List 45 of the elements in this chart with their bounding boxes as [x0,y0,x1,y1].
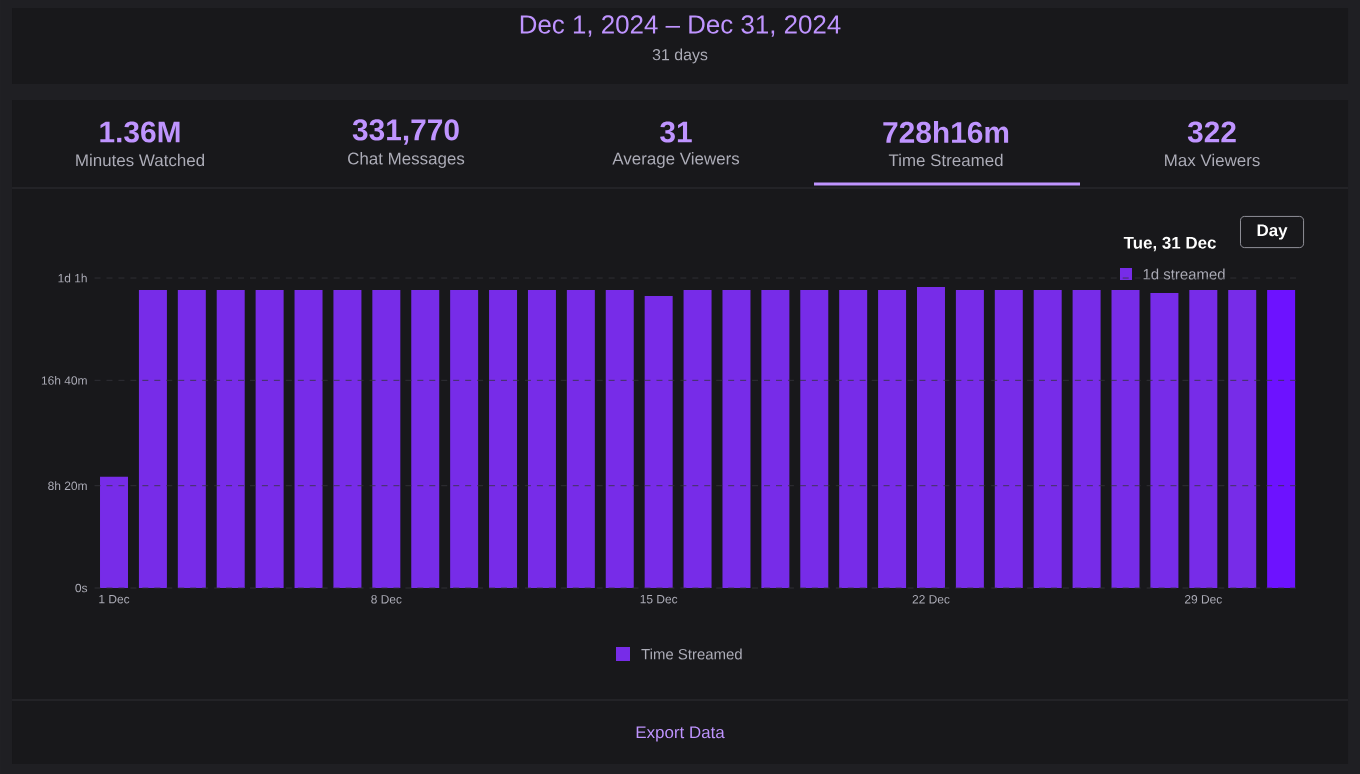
text: Minutes Watched [76,153,205,167]
chart-title: Dec 1, 2024 – Dec 31, 2024 [520,15,841,37]
bar [644,296,673,589]
text: Chat Messages [348,152,465,168]
bar [411,290,440,589]
text: Average Viewers [612,152,740,168]
bar [372,290,401,589]
bar [878,290,907,589]
bar [294,290,323,589]
text: 1.36M [100,121,180,143]
bar [1111,290,1140,589]
bar [722,290,751,589]
bar [177,290,206,589]
text: Day [1257,224,1288,240]
bar [100,476,129,589]
text: 331,770 [352,119,459,145]
text: Tue, 31 Dec [1123,236,1216,252]
bar [605,290,634,589]
bar [955,290,984,589]
bar [800,290,829,589]
bar [1072,290,1101,589]
text: 728h16m [883,121,1009,143]
bar [527,290,556,589]
text: 31 [660,121,692,143]
bar [1267,290,1296,589]
bar [255,290,284,589]
text: Max Viewers [1165,153,1260,167]
bar [994,290,1023,589]
bar [216,290,245,589]
bar [1228,290,1257,589]
bar [683,290,712,589]
bar [333,290,362,589]
text: Time Streamed [888,153,1003,167]
bar [566,290,595,589]
bar [1150,293,1179,589]
bar [1033,290,1062,589]
text: 322 [1187,121,1236,143]
bar [916,287,945,589]
bar [489,290,518,589]
text: Export Data [636,726,725,742]
bar [138,290,167,589]
bar [761,290,790,589]
bar [450,290,479,589]
bar [839,290,868,589]
bar [1189,290,1218,589]
